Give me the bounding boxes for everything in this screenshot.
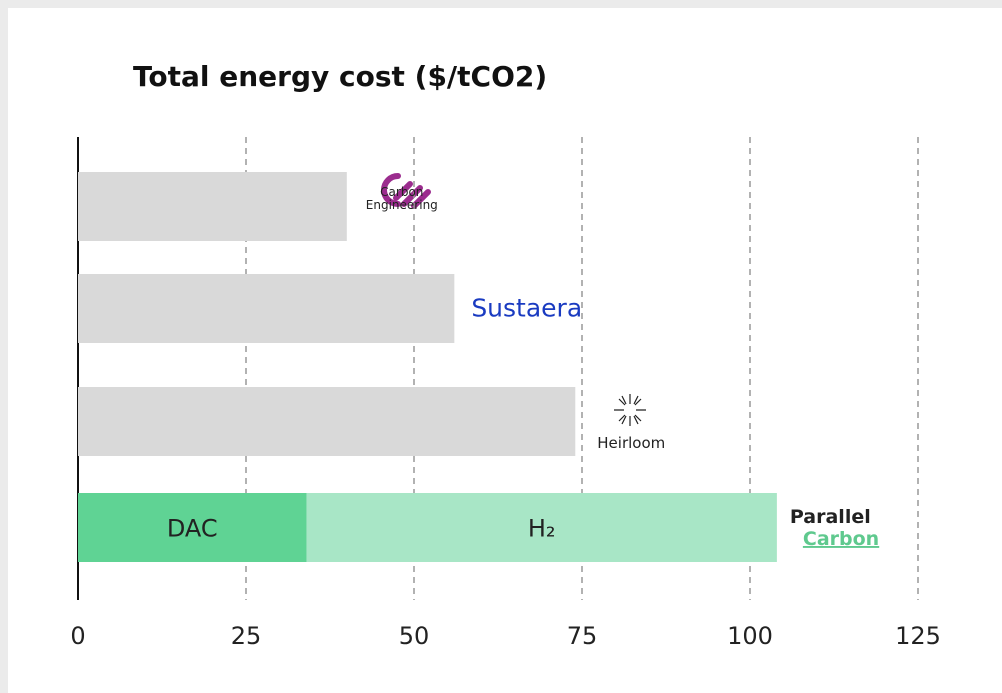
carbon-engineering-icon [381, 173, 431, 209]
x-tick-label: 75 [567, 622, 598, 650]
category-label: Carbon [380, 185, 423, 199]
segment-label: DAC [167, 515, 218, 543]
x-tick-label: 125 [895, 622, 941, 650]
category-label: Sustaera [471, 294, 582, 323]
chart-title: Total energy cost ($/tCO2) [133, 60, 547, 93]
bar [78, 172, 347, 241]
card [8, 8, 1002, 693]
x-tick-label: 50 [399, 622, 430, 650]
segment-label: H₂ [528, 515, 556, 543]
bar-segment [306, 493, 777, 562]
category-label: Heirloom [597, 434, 665, 452]
category-label: Engineering [366, 198, 438, 212]
category-label: Carbon [803, 528, 879, 550]
x-tick-label: 25 [231, 622, 262, 650]
x-tick-label: 100 [727, 622, 773, 650]
bar-segment [78, 493, 307, 562]
category-label: Parallel [790, 506, 871, 528]
x-tick-label: 0 [70, 622, 85, 650]
logo-icons [381, 173, 646, 426]
bar [78, 274, 455, 343]
heirloom-icon [614, 394, 646, 426]
bar [78, 387, 576, 456]
